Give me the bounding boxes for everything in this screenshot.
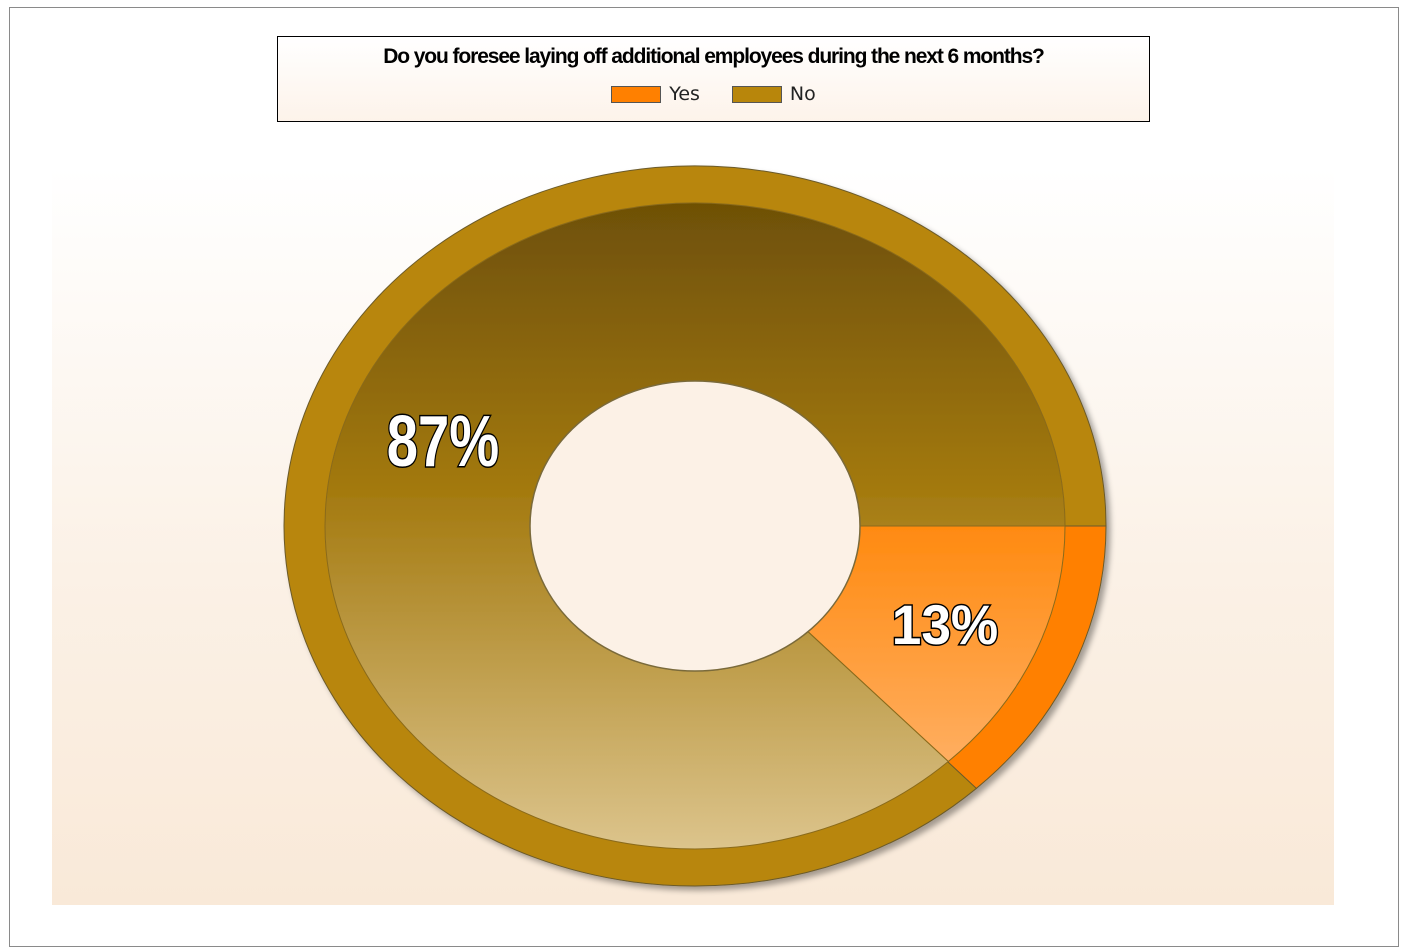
doughnut-labels: 13% 87% (385, 400, 999, 658)
data-label-no: 87% (387, 401, 499, 481)
chart-title: Do you foresee laying off additional emp… (383, 45, 1045, 68)
data-label-yes: 13% (892, 594, 998, 657)
doughnut-slices (283, 165, 1107, 887)
legend-label-no: No (789, 83, 816, 105)
chart-legend: Do you foresee laying off additional emp… (277, 36, 1150, 122)
legend-items: Yes No (278, 83, 1149, 105)
legend-swatch-yes (611, 85, 662, 103)
legend-label-yes: Yes (669, 83, 700, 105)
legend-item-no: No (731, 83, 816, 105)
legend-item-yes: Yes (611, 83, 700, 105)
doughnut-hole (529, 380, 861, 672)
legend-swatch-no (731, 85, 782, 103)
